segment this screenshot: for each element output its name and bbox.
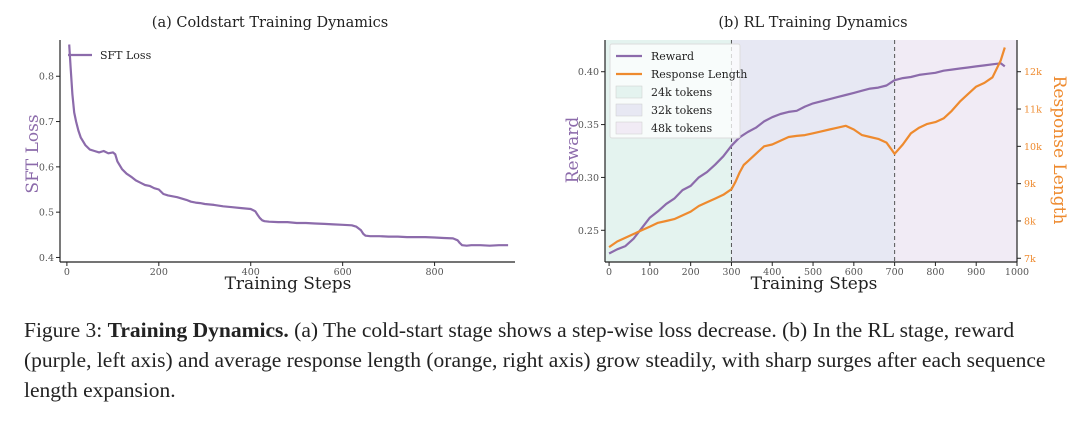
chart-b-xtick-label: 500 xyxy=(804,267,822,278)
chart-b-legend-label: 24k tokens xyxy=(651,86,712,99)
chart-a-title: (a) Coldstart Training Dynamics xyxy=(152,15,388,31)
chart-a-plot: 0 200 400 600 800 0.4 0.5 0.6 0.7 0.8 SFT Loss xyxy=(39,40,515,278)
chart-a-xtick-label: 200 xyxy=(150,267,168,278)
chart-a-xlabel: Training Steps xyxy=(225,274,352,294)
chart-b-xtick-label: 800 xyxy=(926,267,944,278)
caption-prefix: Figure 3: xyxy=(24,318,103,342)
chart-b-ytick-label: 0.25 xyxy=(578,226,599,237)
chart-a-ytick-label: 0.6 xyxy=(39,162,54,173)
chart-b-region xyxy=(731,40,895,262)
chart-b-legend-swatch xyxy=(615,121,643,135)
chart-b-xtick-label: 1000 xyxy=(1005,267,1029,278)
chart-b-legend-swatch xyxy=(615,85,643,99)
chart-b-legend-swatch xyxy=(615,103,643,117)
chart-b-y2tick-label: 11k xyxy=(1024,105,1042,116)
chart-b-xtick-label: 600 xyxy=(845,267,863,278)
chart-b-xtick-label: 100 xyxy=(641,267,659,278)
chart-b-xtick-label: 300 xyxy=(722,267,740,278)
chart-b-y2tick-label: 8k xyxy=(1024,216,1036,227)
chart-b-xlabel: Training Steps xyxy=(751,274,878,294)
chart-a-xtick-label: 400 xyxy=(242,267,260,278)
chart-b-ytick-label: 0.35 xyxy=(578,120,599,131)
chart-b-legend: Reward Response Length 24k tokens 32k token… xyxy=(609,43,747,139)
chart-a-legend-label: SFT Loss xyxy=(100,49,152,62)
chart-b-legend-label: Response Length xyxy=(651,68,747,81)
chart-a-series-sft-loss xyxy=(68,44,509,247)
chart-b-xtick-label: 700 xyxy=(886,267,904,278)
chart-b: (b) RL Training Dynamics 0 100 200 300 400 50… xyxy=(563,15,1069,294)
chart-b-series-response-length xyxy=(608,47,1006,249)
chart-a-xtick-label: 800 xyxy=(426,267,444,278)
chart-a: (a) Coldstart Training Dynamics 0 200 400 6… xyxy=(23,15,515,294)
chart-b-ylabel: Reward xyxy=(563,117,583,184)
chart-b-legend-label: Reward xyxy=(651,50,694,63)
chart-a-xtick-label: 600 xyxy=(334,267,352,278)
chart-b-y2label: Response Length xyxy=(1049,76,1069,225)
chart-b-series-reward xyxy=(608,62,1006,255)
chart-b-ytick-label: 0.30 xyxy=(578,173,599,184)
chart-b-y2tick-label: 12k xyxy=(1024,67,1042,78)
chart-b-legend-label: 32k tokens xyxy=(651,104,712,117)
chart-a-ylabel: SFT Loss xyxy=(23,114,43,193)
chart-a-ytick-label: 0.7 xyxy=(39,117,54,128)
chart-a-legend: SFT Loss xyxy=(68,49,152,62)
figure-charts: (a) Coldstart Training Dynamics 0 200 400 6… xyxy=(23,15,1069,294)
chart-b-y2tick-label: 10k xyxy=(1024,142,1042,153)
chart-b-region xyxy=(894,40,1017,262)
chart-b-plot: 0 100 200 300 400 500 600 700 800 900 1000 0.25 0.30… xyxy=(578,40,1042,278)
chart-b-ytick-label: 0.40 xyxy=(578,67,599,78)
chart-b-xtick-label: 0 xyxy=(606,267,612,278)
caption-text: (a) The cold-start stage shows a step-wi… xyxy=(24,318,1046,402)
figure-caption: Figure 3: Training Dynamics. (a) The col… xyxy=(24,315,1064,405)
chart-a-ytick-label: 0.4 xyxy=(39,253,54,264)
chart-b-title: (b) RL Training Dynamics xyxy=(718,15,907,31)
chart-a-xtick-label: 0 xyxy=(64,267,70,278)
chart-b-xtick-label: 900 xyxy=(967,267,985,278)
chart-a-ytick-label: 0.5 xyxy=(39,208,54,219)
chart-b-legend-label: 48k tokens xyxy=(651,122,712,135)
chart-b-y2tick-label: 7k xyxy=(1024,254,1036,265)
chart-b-y2tick-label: 9k xyxy=(1024,179,1036,190)
chart-b-legend-box xyxy=(609,43,741,139)
chart-b-xtick-label: 400 xyxy=(763,267,781,278)
caption-bold: Training Dynamics. xyxy=(107,318,289,342)
chart-a-ytick-label: 0.8 xyxy=(39,72,54,83)
chart-b-xtick-label: 200 xyxy=(682,267,700,278)
